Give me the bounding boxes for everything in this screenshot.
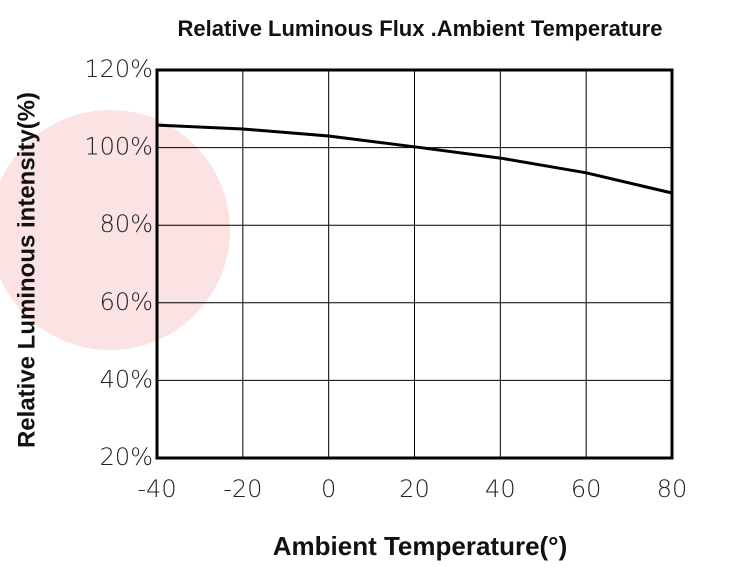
x-tick-label: 0 xyxy=(321,475,336,503)
plot-frame xyxy=(155,68,674,460)
x-tick-label: -40 xyxy=(137,475,176,503)
x-tick-label: 20 xyxy=(399,475,430,503)
y-tick-label: 80% xyxy=(100,210,153,238)
y-tick-label: 120% xyxy=(84,55,153,83)
x-tick-label: -20 xyxy=(223,475,262,503)
y-tick-label: 20% xyxy=(100,443,153,471)
chart-title: Relative Luminous Flux .Ambient Temperat… xyxy=(178,16,663,41)
x-tick-label: 60 xyxy=(571,475,602,503)
watermark xyxy=(0,110,230,350)
line xyxy=(156,123,673,195)
y-tick-label: 100% xyxy=(84,133,153,161)
x-tick-label: 80 xyxy=(657,475,688,503)
y-tick-label: 40% xyxy=(100,365,153,393)
y-tick-label: 60% xyxy=(100,288,153,316)
x-axis-label: Ambient Temperature(°) xyxy=(273,531,568,561)
y-axis-label: Relative Luminous intensity(%) xyxy=(13,92,40,448)
x-tick-label: 40 xyxy=(485,475,516,503)
